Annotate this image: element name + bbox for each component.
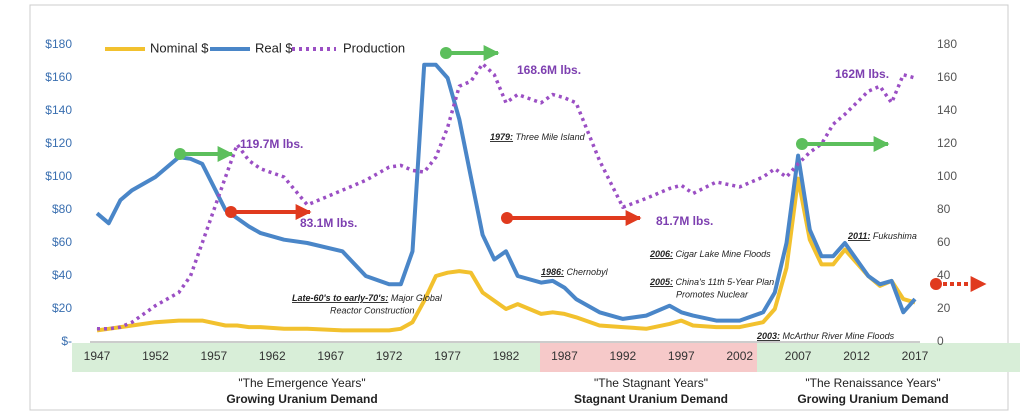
x-tick-label: 1967	[317, 349, 344, 363]
y2-tick-label: 100	[937, 169, 957, 183]
x-tick-label: 2002	[726, 349, 753, 363]
annotation-text: Fukushima	[873, 231, 917, 241]
annotation: 1986: Chernobyl	[541, 267, 609, 277]
x-tick-label: 1962	[259, 349, 286, 363]
annotation-date: 2003:	[756, 331, 780, 341]
x-tick-label: 2017	[902, 349, 929, 363]
y2-tick-label: 160	[937, 70, 957, 84]
y2-tick-label: 140	[937, 103, 957, 117]
y2-tick-label: 180	[937, 37, 957, 51]
series-line	[97, 62, 916, 331]
annotation: 2005: China's 11th 5-Year Plan	[649, 277, 774, 287]
annotation-date: Late-60's to early-70's:	[292, 293, 388, 303]
legend-label: Real $	[255, 40, 293, 55]
y2-tick-label: 20	[937, 301, 951, 315]
y-tick-label: $180	[45, 37, 72, 51]
x-tick-label: 1992	[610, 349, 637, 363]
y2-tick-label: 0	[937, 334, 944, 348]
callout: 162M lbs.	[835, 67, 889, 81]
y-tick-label: $100	[45, 169, 72, 183]
y-tick-label: $120	[45, 136, 72, 150]
annotation: 2003: McArthur River Mine Floods	[756, 331, 895, 341]
y2-tick-label: 120	[937, 136, 957, 150]
y-tick-label: $80	[52, 202, 72, 216]
x-tick-label: 1952	[142, 349, 169, 363]
y-tick-label: $140	[45, 103, 72, 117]
annotation-text: Major Global	[391, 293, 443, 303]
era-band	[757, 343, 1020, 372]
era-subtitle: Stagnant Uranium Demand	[574, 392, 728, 406]
era-name: "The Renaissance Years"	[805, 376, 940, 390]
annotation-text: Promotes Nuclear	[676, 289, 749, 299]
callout: 119.7M lbs.	[240, 137, 303, 151]
callout: 81.7M lbs.	[656, 214, 713, 228]
callout: 83.1M lbs.	[300, 216, 357, 230]
legend-label: Nominal $	[150, 40, 209, 55]
annotation-date: 2005:	[649, 277, 673, 287]
annotation: Late-60's to early-70's: Major Global	[292, 293, 443, 303]
annotation-text: McArthur River Mine Floods	[783, 331, 895, 341]
era-subtitle: Growing Uranium Demand	[226, 392, 377, 406]
annotation-text: Cigar Lake Mine Floods	[676, 249, 772, 259]
legend-label: Production	[343, 40, 405, 55]
x-tick-label: 2007	[785, 349, 812, 363]
x-tick-label: 1997	[668, 349, 695, 363]
era-band	[72, 343, 540, 372]
plot: $- $20 $40 $60 $80 $100 $120 $140 $160 $180 0 20 40 6…	[45, 37, 957, 363]
y2-tick-label: 40	[937, 268, 951, 282]
callout: 168.6M lbs.	[517, 63, 581, 77]
annotation-text: China's 11th 5-Year Plan	[676, 277, 775, 287]
y-tick-label: $60	[52, 235, 72, 249]
annotation-text: Chernobyl	[567, 267, 609, 277]
x-tick-label: 2012	[843, 349, 870, 363]
era-name: "The Emergence Years"	[238, 376, 365, 390]
annotation: 1979: Three Mile Island	[490, 132, 586, 142]
annotation-date: 2006:	[649, 249, 673, 259]
annotation-text: Reactor Construction	[330, 305, 415, 315]
legend: Nominal $ Real $ Production	[105, 40, 405, 55]
y-tick-label: $160	[45, 70, 72, 84]
y2-tick-label: 80	[937, 202, 951, 216]
series-line	[95, 62, 917, 323]
arrows	[174, 45, 987, 292]
y-tick-label: $20	[52, 301, 72, 315]
y2-tick-label: 60	[937, 235, 951, 249]
frame	[29, 4, 1009, 411]
x-tick-label: 1957	[201, 349, 228, 363]
x-tick-label: 1972	[376, 349, 403, 363]
series-line	[96, 176, 916, 333]
annotation: 2006: Cigar Lake Mine Floods	[649, 249, 771, 259]
era-name: "The Stagnant Years"	[594, 376, 708, 390]
x-tick-label: 1947	[84, 349, 111, 363]
era-band	[540, 343, 757, 372]
y-tick-label: $-	[61, 334, 72, 348]
annotation: 2011: Fukushima	[847, 231, 917, 241]
annotation-date: 1986:	[541, 267, 564, 277]
x-tick-label: 1987	[551, 349, 578, 363]
annotation-text: Three Mile Island	[516, 132, 586, 142]
x-tick-label: 1982	[493, 349, 520, 363]
era-subtitle: Growing Uranium Demand	[797, 392, 948, 406]
x-tick-label: 1977	[434, 349, 461, 363]
annotation-date: 1979:	[490, 132, 513, 142]
y-tick-label: $40	[52, 268, 72, 282]
annotation-date: 2011:	[847, 231, 870, 241]
